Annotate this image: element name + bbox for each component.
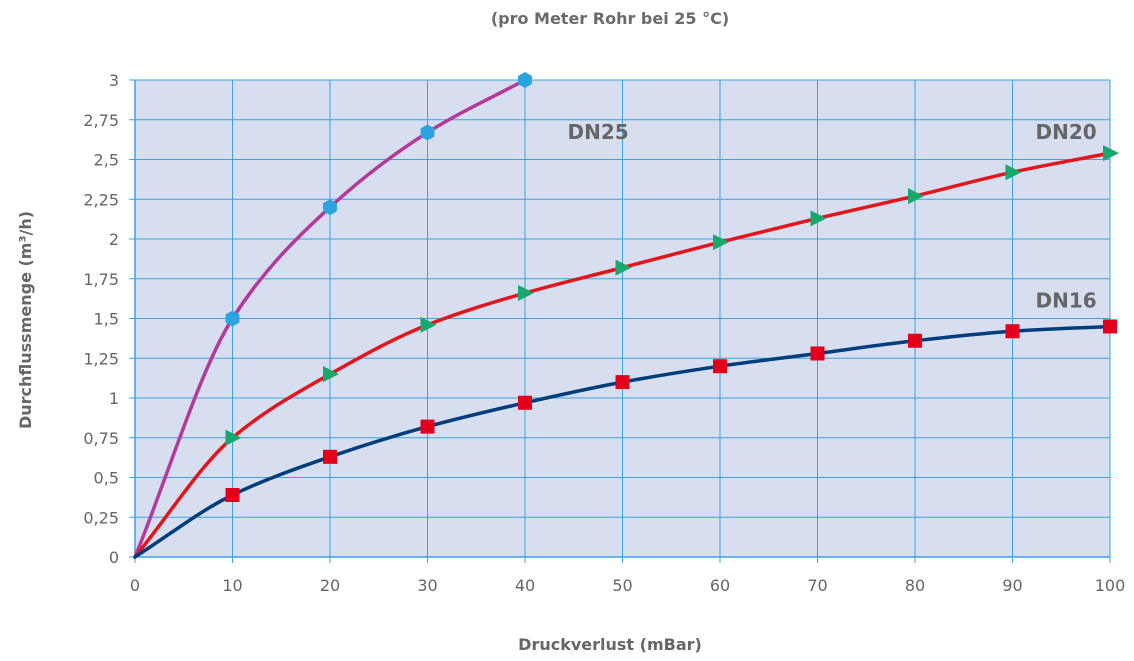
data-point — [1103, 319, 1117, 334]
data-point — [225, 429, 242, 446]
data-point — [713, 234, 729, 251]
series-labels: DN25 DN20 DN16 — [568, 120, 1097, 313]
data-point — [323, 449, 337, 464]
x-tick-label: 10 — [222, 576, 242, 595]
data-point — [225, 487, 240, 502]
data-point — [518, 285, 534, 302]
series-dn20 — [133, 145, 1119, 559]
y-tick-label: 2,25 — [83, 190, 119, 209]
x-tick-label: 100 — [1095, 576, 1126, 595]
data-point — [518, 395, 532, 410]
data-point — [1005, 324, 1020, 339]
y-tick-label: 0,75 — [83, 429, 119, 448]
data-point — [420, 124, 435, 141]
x-tick-labels: 0 10 20 30 40 50 60 70 80 90 100 — [130, 576, 1125, 595]
y-tick-label: 1,5 — [94, 310, 119, 329]
data-point — [420, 419, 435, 434]
series-dn16 — [133, 319, 1117, 559]
y-tick-label: 1,25 — [83, 349, 119, 368]
data-point — [713, 359, 727, 374]
data-point — [1005, 164, 1022, 181]
data-point — [225, 310, 240, 327]
x-tick-label: 40 — [515, 576, 535, 595]
y-tick-label: 3 — [109, 71, 119, 90]
series-line — [133, 78, 527, 559]
data-point — [615, 259, 632, 276]
y-tick-label: 2,75 — [83, 111, 119, 130]
y-tick-label: 1 — [109, 389, 119, 408]
series-group — [133, 72, 1119, 559]
series-label-dn25: DN25 — [568, 120, 629, 144]
series-label-dn20: DN20 — [1036, 120, 1097, 144]
y-tick-label: 2,5 — [94, 151, 119, 170]
data-point — [420, 316, 437, 333]
x-tick-label: 60 — [710, 576, 730, 595]
data-point — [810, 210, 827, 227]
grid — [134, 79, 1111, 558]
y-tick-label: 0,5 — [94, 469, 119, 488]
data-point — [518, 72, 532, 88]
data-point — [810, 346, 825, 361]
axes — [129, 79, 1111, 563]
data-point — [908, 333, 922, 348]
y-axis-title: Durchflussmenge (m³/h) — [16, 211, 35, 429]
y-tick-labels: 0 0,25 0,5 0,75 1 1,25 1,5 1,75 2 2,25 2,5 2,75 3 — [83, 71, 119, 567]
data-point — [323, 366, 339, 383]
data-point — [908, 188, 924, 205]
x-tick-label: 80 — [905, 576, 925, 595]
data-point — [1103, 145, 1119, 162]
chart-subtitle: (pro Meter Rohr bei 25 °C) — [491, 9, 729, 28]
x-tick-label: 50 — [612, 576, 632, 595]
y-tick-label: 0 — [109, 548, 119, 567]
series-line — [133, 324, 1112, 559]
x-tick-label: 0 — [130, 576, 140, 595]
y-tick-label: 2 — [109, 230, 119, 249]
x-tick-label: 90 — [1002, 576, 1022, 595]
series-label-dn16: DN16 — [1036, 288, 1097, 312]
series-dn25 — [133, 72, 532, 559]
data-point — [323, 199, 337, 216]
y-tick-label: 1,75 — [83, 270, 119, 289]
data-point — [615, 375, 630, 390]
x-tick-label: 70 — [807, 576, 827, 595]
y-tick-label: 0,25 — [83, 508, 119, 527]
x-tick-label: 30 — [417, 576, 437, 595]
x-tick-label: 20 — [320, 576, 340, 595]
x-axis-title: Druckverlust (mBar) — [518, 635, 702, 654]
